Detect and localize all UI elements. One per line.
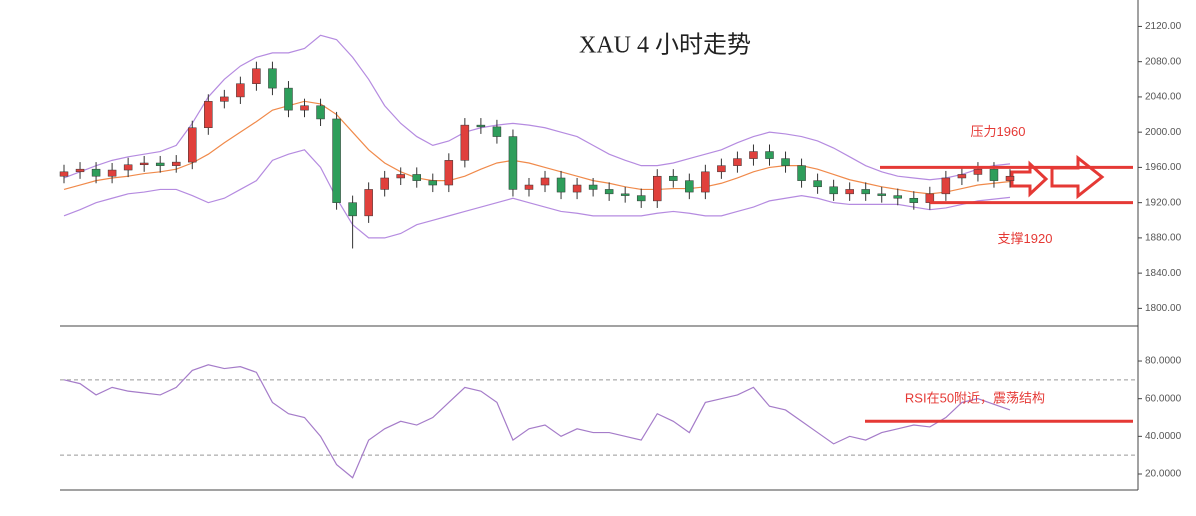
candle-body (348, 202, 357, 217)
candle-body (59, 171, 69, 177)
annotation-label: 压力1960 (971, 124, 1026, 139)
candle-body (171, 161, 181, 166)
candle-body (781, 158, 790, 166)
candle-body (91, 168, 101, 177)
candle-body (669, 175, 678, 181)
candle-body (973, 168, 983, 175)
arrow (1050, 154, 1105, 200)
candle-body (765, 151, 774, 159)
candle-body (155, 162, 165, 166)
y-tick-label: 80.0000 (1145, 356, 1182, 367)
candle-body (139, 162, 149, 166)
candle-body (75, 168, 85, 173)
candle-body (412, 174, 421, 181)
candle-body (252, 68, 261, 84)
candle-body (717, 165, 726, 173)
candle-body (268, 68, 277, 89)
candle-body (524, 184, 534, 190)
candle-body (123, 164, 133, 171)
y-tick-label: 1880.00 (1145, 233, 1182, 244)
candle-body (733, 158, 742, 166)
candle-body (941, 177, 951, 195)
arrow (1010, 160, 1049, 198)
candle-body (604, 189, 614, 195)
candle-body (925, 193, 935, 203)
candle-body (877, 193, 886, 196)
candle-body (107, 169, 117, 177)
candle-body (989, 168, 999, 181)
candle-body (476, 124, 486, 128)
candle-body (284, 87, 293, 111)
chart-title: XAU 4 小时走势 (579, 32, 751, 59)
candle-body (749, 151, 758, 159)
series-line (63, 364, 1011, 479)
y-tick-label: 2000.00 (1145, 127, 1182, 138)
y-tick-label: 20.0000 (1145, 469, 1182, 480)
annotation-label: RSI在50附近，震荡结构 (905, 391, 1045, 406)
candle-body (444, 160, 454, 186)
candle-body (588, 184, 598, 190)
candle-body (861, 189, 870, 195)
candle-body (380, 177, 389, 190)
y-tick-label: 1960.00 (1145, 162, 1182, 173)
candle-body (909, 197, 919, 203)
candle-body (396, 174, 405, 179)
series-line (63, 100, 1011, 195)
annotation-label: 支撑1920 (998, 231, 1053, 246)
candle-body (701, 171, 710, 193)
candle-body (316, 105, 325, 120)
candle-body (653, 175, 662, 202)
candle-body (556, 177, 566, 193)
candle-body (236, 83, 245, 98)
candle-body (460, 124, 470, 161)
candle-body (572, 184, 582, 193)
candle-body (685, 180, 694, 193)
candle-body (188, 127, 197, 163)
candle-body (508, 136, 518, 190)
y-tick-label: 1800.00 (1145, 303, 1182, 314)
candle-body (540, 177, 550, 186)
y-tick-label: 40.0000 (1145, 431, 1182, 442)
y-tick-label: 60.0000 (1145, 393, 1182, 404)
candle-body (300, 105, 309, 111)
candle-body (492, 126, 502, 137)
candle-body (829, 186, 838, 195)
candle-body (220, 96, 229, 102)
candle-body (813, 180, 822, 188)
candle-body (620, 193, 630, 196)
candle-body (332, 118, 341, 203)
candle-body (957, 174, 967, 179)
candle-body (797, 165, 806, 181)
y-tick-label: 1920.00 (1145, 197, 1182, 208)
y-tick-label: 1840.00 (1145, 268, 1182, 279)
candle-body (893, 195, 903, 199)
candle-body (204, 101, 213, 129)
candle-body (1005, 175, 1015, 181)
candle-body (636, 195, 646, 202)
candle-body (845, 189, 854, 195)
candle-body (428, 180, 438, 186)
y-tick-label: 2120.00 (1145, 21, 1182, 32)
y-tick-label: 2040.00 (1145, 92, 1182, 103)
candle-body (364, 189, 373, 217)
y-tick-label: 2080.00 (1145, 56, 1182, 67)
series-line (63, 149, 1011, 239)
series-line (63, 34, 1011, 181)
